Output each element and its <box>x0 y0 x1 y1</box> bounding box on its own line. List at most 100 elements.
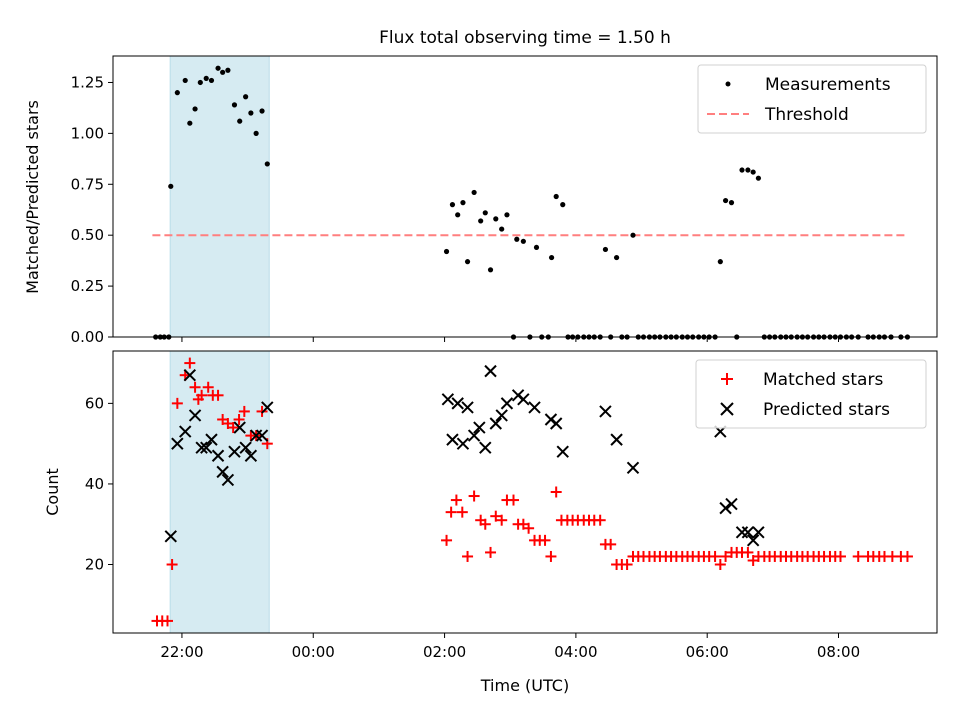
x-tick-label: 02:00 <box>423 643 466 661</box>
measurement-point <box>520 238 526 244</box>
predicted-star-point <box>441 393 455 406</box>
panel-top: Flux total observing time = 1.50 h 0.00 0… <box>23 28 938 346</box>
predicted-star-point <box>610 433 623 446</box>
predicted-star-point <box>599 405 612 418</box>
measurement-point <box>187 120 193 126</box>
predicted-star-point <box>446 433 459 446</box>
bottom-legend-box <box>695 359 927 429</box>
y-tick-label: 0.25 <box>71 277 104 295</box>
y-tick-label: 0.00 <box>71 328 104 346</box>
measurement-point <box>728 200 735 206</box>
matched-star-point <box>468 490 480 502</box>
x-tick-label: 00:00 <box>292 643 335 661</box>
measurement-point <box>602 246 609 253</box>
x-tick-label: 04:00 <box>554 643 597 661</box>
matched-star-point <box>450 494 462 506</box>
measurement-point <box>220 69 226 75</box>
predicted-star-point <box>188 409 202 422</box>
measurement-point <box>487 267 494 273</box>
bottom-legend: Matched stars Predicted stars <box>695 359 927 429</box>
predicted-star-point <box>556 445 569 458</box>
matched-star-point <box>508 494 520 506</box>
predicted-star-point <box>719 501 732 515</box>
measurement-point <box>449 202 456 208</box>
predicted-star-point <box>261 401 274 414</box>
matched-star-point <box>462 550 474 562</box>
predicted-star-point <box>725 497 738 511</box>
matched-star-point <box>852 550 864 562</box>
predicted-star-point <box>228 445 241 458</box>
matched-star-point <box>720 550 732 562</box>
bottom-y-label: Count <box>43 468 62 516</box>
top-x-ticks <box>181 337 840 342</box>
measurement-point <box>231 102 238 108</box>
predicted-star-point <box>495 409 508 422</box>
measurement-point <box>499 226 505 232</box>
measurement-point <box>464 259 471 265</box>
matched-star-point <box>233 413 245 425</box>
predicted-star-point <box>479 441 492 454</box>
predicted-star-point <box>626 461 640 475</box>
measurement-point <box>443 248 450 255</box>
measurement-point <box>560 202 566 208</box>
bottom-axes-frame <box>112 350 938 634</box>
predicted-star-point <box>244 449 258 462</box>
matched-star-point <box>496 514 508 526</box>
measurement-point <box>504 212 510 218</box>
legend-predicted-label: Predicted stars <box>763 400 890 420</box>
top-shaded-region <box>169 55 270 338</box>
x-tick-label: 08:00 <box>817 643 860 661</box>
predicted-star-point <box>200 441 213 454</box>
measurement-point <box>253 130 259 136</box>
matched-star-point <box>212 389 224 401</box>
predicted-star-point <box>484 364 497 378</box>
predicted-star-point <box>473 421 486 434</box>
predicted-star-point <box>195 441 208 454</box>
top-y-ticks: 0.00 0.25 0.50 0.75 1.00 1.25 <box>71 73 113 346</box>
predicted-star-point <box>164 530 177 543</box>
predicted-star-point <box>461 401 474 414</box>
legend-measurements-marker <box>725 81 731 87</box>
legend-measurements-label: Measurements <box>765 75 891 95</box>
panel-bottom: 20 40 60 22:00 00:00 02:00 04:00 06:00 08:00 Co… <box>43 350 938 695</box>
predicted-star-point <box>216 465 229 479</box>
matched-star-point <box>456 506 468 518</box>
predicted-star-point <box>752 526 765 539</box>
measurement-point <box>722 197 729 204</box>
predicted-star-point <box>746 534 760 547</box>
measurement-point <box>717 259 723 265</box>
matched-star-point <box>621 559 633 571</box>
matched-star-point <box>171 397 183 409</box>
measurement-point <box>192 106 198 112</box>
measurement-point <box>225 67 231 73</box>
predicted-star-point <box>239 441 252 454</box>
measurement-point <box>197 79 203 86</box>
predicted-star-point <box>500 397 514 410</box>
matched-star-point <box>485 546 497 558</box>
measurement-point <box>182 77 188 84</box>
matched-star-point <box>189 381 201 393</box>
measurement-point <box>460 200 466 206</box>
predicted-star-point <box>467 429 481 442</box>
measurement-point <box>514 236 520 242</box>
predicted-star-point <box>183 368 197 382</box>
bottom-shaded-region <box>169 350 270 634</box>
measurement-point <box>493 216 499 222</box>
measurement-point <box>471 189 477 196</box>
predicted-star-point <box>517 393 530 406</box>
measurement-point <box>203 75 209 81</box>
legend-predicted-marker <box>720 402 734 416</box>
matched-star-point <box>445 506 457 518</box>
matched-star-point <box>709 550 721 562</box>
predicted-star-point <box>233 421 246 434</box>
predicted-star-point <box>171 437 184 450</box>
measurement-point <box>215 65 221 71</box>
chart-title: Flux total observing time = 1.50 h <box>379 28 671 48</box>
bottom-points <box>151 357 913 627</box>
x-axis-label: Time (UTC) <box>480 676 569 695</box>
measurement-point <box>482 210 488 216</box>
predicted-star-point <box>211 449 225 462</box>
matched-star-point <box>490 510 502 522</box>
matched-star-point <box>196 389 208 401</box>
